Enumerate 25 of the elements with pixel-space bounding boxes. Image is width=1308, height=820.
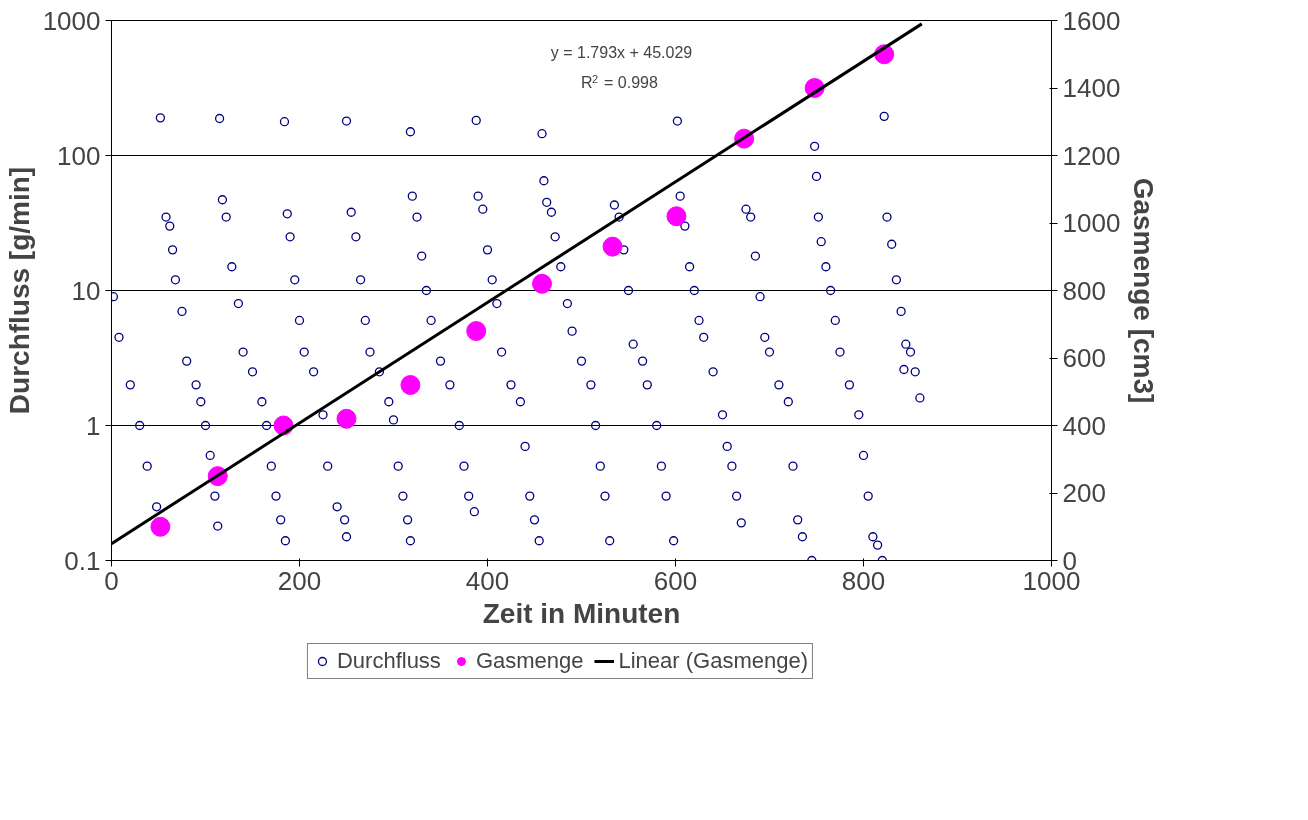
y2-tick-label: 600 xyxy=(1062,343,1106,373)
x-tick-label: 800 xyxy=(841,565,886,596)
x-tick-label: 600 xyxy=(653,565,698,596)
x-tick-label: 200 xyxy=(277,565,322,596)
y2-tick-label: 400 xyxy=(1062,410,1106,441)
y2-tick-label: 200 xyxy=(1062,478,1106,508)
x-tick-label: 0 xyxy=(104,565,119,596)
x-tick-label: 400 xyxy=(465,565,510,596)
y-axis-title: Durchfluss [g/min] xyxy=(3,166,35,415)
y-tick-label: 10 xyxy=(71,275,101,306)
y2-tick-label: 1200 xyxy=(1062,140,1121,171)
y-tick-label: 1000 xyxy=(42,5,101,36)
y2-axis-title: Gasmenge [cm3] xyxy=(1128,177,1160,404)
y2-tick-label: 800 xyxy=(1062,275,1106,306)
annotation: y = 1.793x + 45.029 xyxy=(550,43,693,61)
y-tick-label: 1 xyxy=(86,410,101,441)
legend-label: Linear (Gasmenge) xyxy=(618,648,809,674)
y2-tick-label: 1600 xyxy=(1062,5,1121,36)
y-tick-label: 0.1 xyxy=(64,545,101,576)
legend-label: Gasmenge xyxy=(475,648,584,674)
legend-label: Durchfluss xyxy=(336,648,441,674)
y2-tick-label: 1400 xyxy=(1062,73,1121,103)
y2-tick-label: 1000 xyxy=(1062,208,1121,238)
x-axis-title: Zeit in Minuten xyxy=(482,597,681,629)
y-tick-label: 100 xyxy=(57,140,101,171)
